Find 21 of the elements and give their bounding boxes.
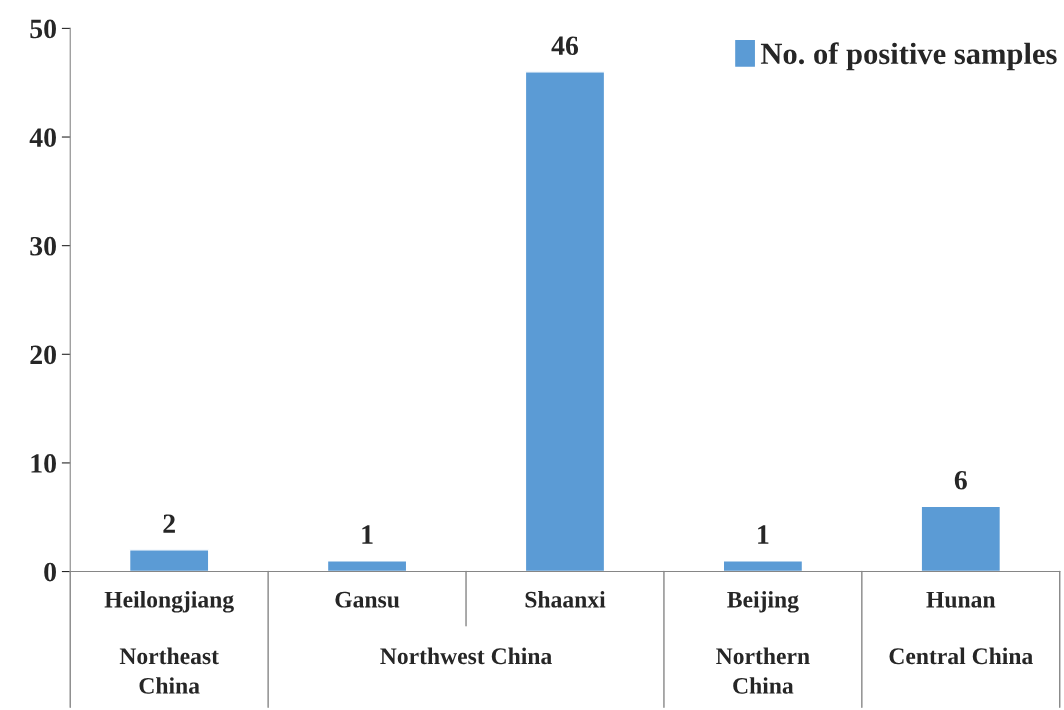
data-label: 2	[163, 514, 175, 533]
x-tick-label: Shaanxi	[525, 590, 606, 608]
x-tick-label: Heilongjiang	[104, 590, 234, 613]
y-tick-label: 50	[30, 19, 56, 39]
x-tick-label: Beijing	[727, 590, 799, 613]
y-tick-label: 40	[29, 128, 56, 147]
y-tick-label: 10	[31, 454, 56, 473]
text: Central China	[889, 647, 1033, 665]
y-tick-label: 0	[44, 562, 56, 582]
data-label: 6	[954, 470, 967, 490]
legend-label: No. of positive samples	[760, 42, 1057, 71]
y-tick-label: 30	[30, 236, 56, 256]
text: Northern China	[716, 647, 810, 694]
y-tick-label: 20	[30, 345, 56, 365]
text: Northwest China	[380, 647, 552, 665]
data-label: 1	[758, 525, 769, 544]
data-label: 1	[362, 525, 373, 544]
data-label: 46	[551, 36, 579, 56]
text: Northeast China	[119, 647, 219, 694]
x-tick-label: Hunan	[926, 591, 996, 608]
x-tick-label: Gansu	[335, 591, 400, 608]
